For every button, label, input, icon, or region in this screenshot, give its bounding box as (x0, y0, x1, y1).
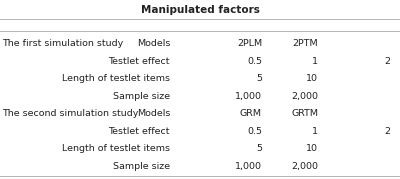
Text: 2PTM: 2PTM (292, 39, 318, 48)
Text: 5: 5 (256, 74, 262, 83)
Text: The second simulation study: The second simulation study (2, 109, 138, 118)
Text: 1,000: 1,000 (235, 161, 262, 171)
Text: Manipulated factors: Manipulated factors (140, 5, 260, 15)
Text: Testlet effect: Testlet effect (108, 57, 170, 66)
Text: 2: 2 (384, 57, 390, 66)
Text: 1,000: 1,000 (235, 92, 262, 101)
Text: 2: 2 (384, 127, 390, 136)
Text: Length of testlet items: Length of testlet items (62, 74, 170, 83)
Text: 10: 10 (306, 144, 318, 153)
Text: The first simulation study: The first simulation study (2, 39, 123, 48)
Text: Length of testlet items: Length of testlet items (62, 144, 170, 153)
Text: 1: 1 (312, 57, 318, 66)
Text: 1: 1 (312, 127, 318, 136)
Text: Sample size: Sample size (113, 92, 170, 101)
Text: Models: Models (137, 109, 170, 118)
Text: GRTM: GRTM (291, 109, 318, 118)
Text: Sample size: Sample size (113, 161, 170, 171)
Text: Models: Models (137, 39, 170, 48)
Text: 10: 10 (306, 74, 318, 83)
Text: GRM: GRM (240, 109, 262, 118)
Text: Testlet effect: Testlet effect (108, 127, 170, 136)
Text: 0.5: 0.5 (247, 57, 262, 66)
Text: 2,000: 2,000 (291, 92, 318, 101)
Text: 2PLM: 2PLM (237, 39, 262, 48)
Text: 5: 5 (256, 144, 262, 153)
Text: 2,000: 2,000 (291, 161, 318, 171)
Text: 0.5: 0.5 (247, 127, 262, 136)
